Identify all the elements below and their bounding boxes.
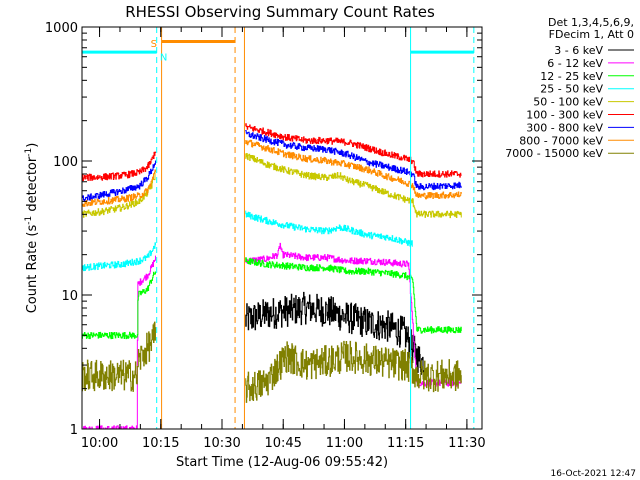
series-line-8-seg-0 xyxy=(81,321,156,392)
plot-frame xyxy=(81,26,483,430)
x-tick-label: 11:30 xyxy=(448,436,485,451)
series-line-8-seg-1 xyxy=(245,340,462,403)
series-line-1-seg-0 xyxy=(82,255,156,430)
state-marker-1: N xyxy=(160,53,167,64)
legend-label-2: 12 - 25 keV xyxy=(540,70,603,83)
legend-label-0: 3 - 6 keV xyxy=(554,44,603,57)
generation-timestamp: 16-Oct-2021 12:47 xyxy=(551,469,636,479)
legend-label-1: 6 - 12 keV xyxy=(547,57,603,70)
series-line-5-seg-1 xyxy=(245,123,462,178)
y-tick-label: 100 xyxy=(53,155,78,170)
x-tick-label: 10:00 xyxy=(81,436,118,451)
x-tick-label: 11:15 xyxy=(387,436,424,451)
legend-header-line-2: FDecim 1, Att 0 xyxy=(549,28,634,41)
x-tick-label: 10:30 xyxy=(203,436,240,451)
series-line-6-seg-1 xyxy=(245,129,462,191)
series-line-2-seg-1 xyxy=(245,257,462,334)
series-line-4-seg-1 xyxy=(245,152,462,219)
legend-label-5: 100 - 300 keV xyxy=(526,109,603,122)
x-tick-label: 10:45 xyxy=(264,436,301,451)
y-tick-label: 1000 xyxy=(45,21,78,36)
series-line-0-seg-0 xyxy=(245,291,426,378)
legend-header-line-1: Det 1,3,4,5,6,9, xyxy=(548,16,634,29)
state-marker-0: S xyxy=(151,39,157,50)
y-tick-label: 1 xyxy=(70,423,78,438)
series-line-3-seg-0 xyxy=(81,242,156,272)
legend-label-3: 25 - 50 keV xyxy=(540,83,603,96)
series-line-1-seg-1 xyxy=(245,242,462,387)
legend-label-8: 7000 - 15000 keV xyxy=(505,147,603,160)
x-tick-label: 10:15 xyxy=(142,436,179,451)
y-axis-label: Count Rate (s-1 detector-1) xyxy=(24,143,40,314)
legend-label-4: 50 - 100 keV xyxy=(533,96,603,109)
series-line-5-seg-0 xyxy=(81,151,156,181)
series-line-7-seg-1 xyxy=(245,139,462,200)
legend-label-6: 300 - 800 keV xyxy=(526,121,603,134)
series-line-2-seg-0 xyxy=(81,271,156,340)
chart-title: RHESSI Observing Summary Count Rates xyxy=(125,3,435,21)
y-tick-label: 10 xyxy=(61,289,78,304)
x-axis-label: Start Time (12-Aug-06 09:55:42) xyxy=(176,455,388,470)
series-line-7-seg-0 xyxy=(81,169,156,207)
series-line-3-seg-1 xyxy=(245,210,413,247)
series-line-4-seg-0 xyxy=(81,172,156,218)
x-tick-label: 11:00 xyxy=(326,436,363,451)
legend-label-7: 800 - 7000 keV xyxy=(519,134,603,147)
series-line-6-seg-0 xyxy=(81,160,156,202)
